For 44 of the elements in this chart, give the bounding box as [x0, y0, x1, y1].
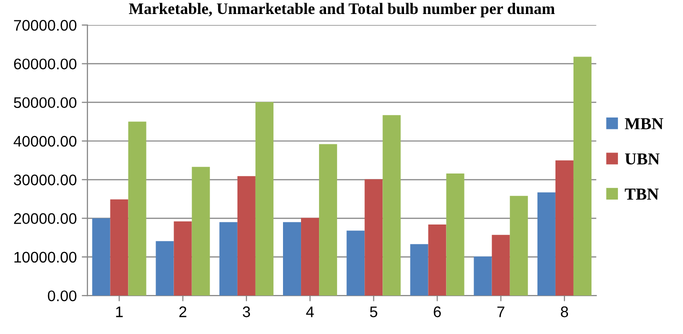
legend-label: MBN [624, 118, 664, 130]
x-tick-label: 8 [560, 306, 568, 318]
x-tick-label: 5 [370, 306, 378, 318]
bar [174, 221, 192, 296]
x-tick-label: 4 [306, 306, 314, 318]
bar [446, 173, 464, 296]
bar [346, 230, 365, 296]
x-tick-label: 1 [116, 306, 123, 318]
y-tick-label: 50000.00 [14, 97, 76, 108]
bar [128, 122, 146, 296]
chart-title: Marketable, Unmarketable and Total bulb number per dunam [128, 2, 555, 18]
legend-label: TBN [624, 188, 659, 200]
bar [510, 196, 528, 296]
bar [537, 192, 556, 296]
y-tick-label: 70000.00 [14, 20, 76, 31]
bar [410, 244, 428, 296]
bar [474, 256, 492, 296]
y-tick-label: 10000.00 [14, 252, 76, 263]
bar [364, 179, 383, 296]
bar [301, 218, 320, 296]
x-tick-label: 7 [497, 306, 504, 318]
bar [555, 160, 574, 296]
bar [156, 241, 174, 296]
bar [219, 222, 238, 296]
y-tick-label: 0.00 [48, 290, 76, 302]
bar [428, 224, 446, 296]
bar [319, 144, 338, 296]
bar [110, 199, 128, 296]
bar [192, 166, 210, 296]
bar [382, 115, 401, 296]
bar [237, 176, 256, 296]
bar [92, 218, 110, 296]
bar [492, 234, 510, 296]
bar [255, 102, 274, 296]
x-tick-label: 2 [179, 306, 186, 318]
y-tick-label: 20000.00 [14, 213, 76, 224]
y-tick-label: 60000.00 [14, 58, 76, 70]
x-tick-label: 3 [242, 306, 250, 318]
bar [283, 222, 302, 296]
y-tick-label: 30000.00 [14, 174, 76, 186]
legend-label: UBN [625, 153, 660, 165]
bar [573, 56, 592, 296]
y-tick-label: 40000.00 [14, 136, 76, 147]
x-tick-label: 6 [434, 306, 441, 318]
